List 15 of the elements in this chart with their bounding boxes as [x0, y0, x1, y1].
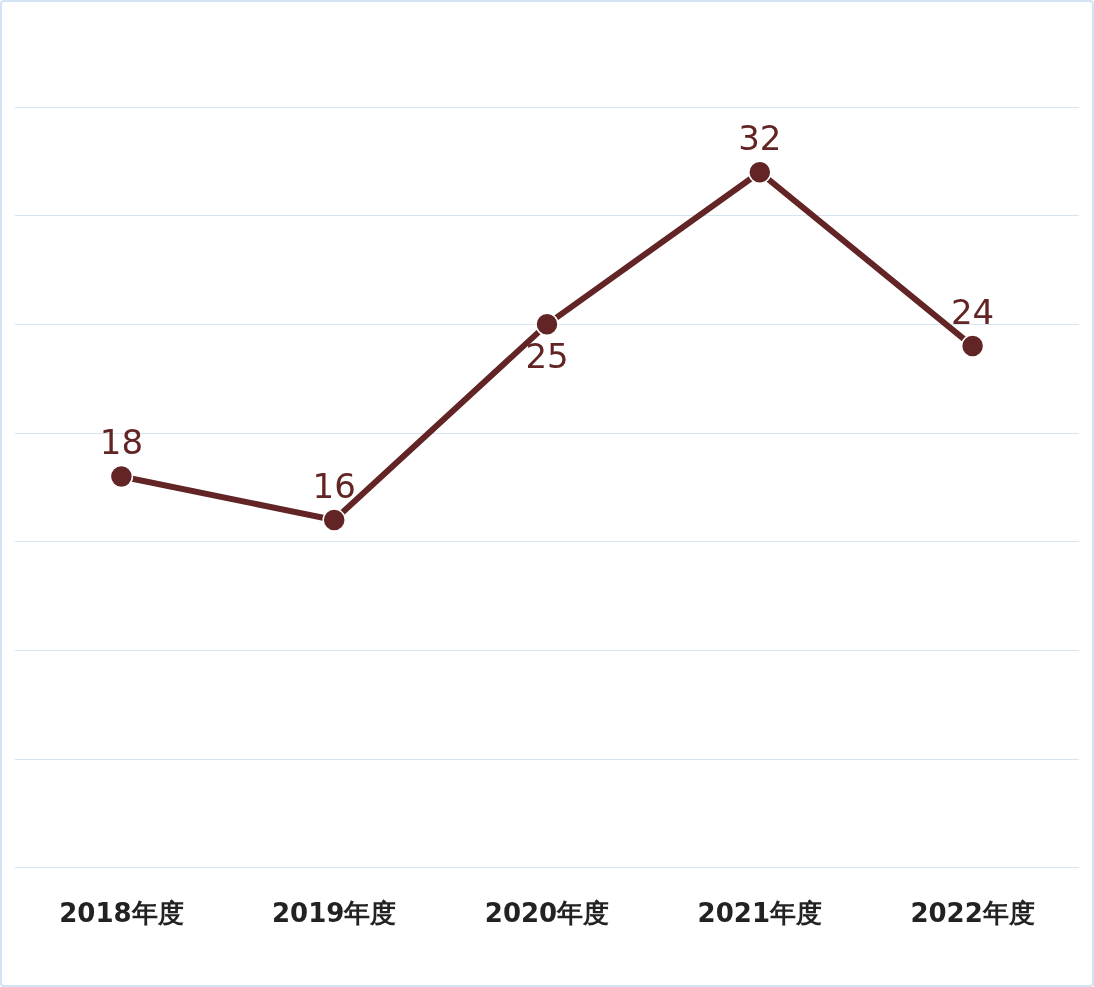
data-label: 18	[99, 422, 144, 463]
point	[960, 334, 985, 358]
x-tick-label: 2022年度	[910, 898, 1035, 929]
data-label: 32	[738, 118, 782, 159]
x-tick-label: 2021年度	[697, 898, 822, 929]
point	[748, 160, 772, 184]
x-tick-label: 2020年度	[484, 898, 610, 929]
data-label: 24	[950, 291, 995, 332]
point	[322, 508, 346, 532]
data-label: 16	[312, 465, 356, 506]
point	[535, 312, 559, 337]
x-tick-label: 2018年度	[59, 898, 184, 929]
data-label: 25	[525, 336, 569, 377]
x-tick-label: 2019年度	[272, 898, 397, 929]
point	[109, 464, 134, 489]
